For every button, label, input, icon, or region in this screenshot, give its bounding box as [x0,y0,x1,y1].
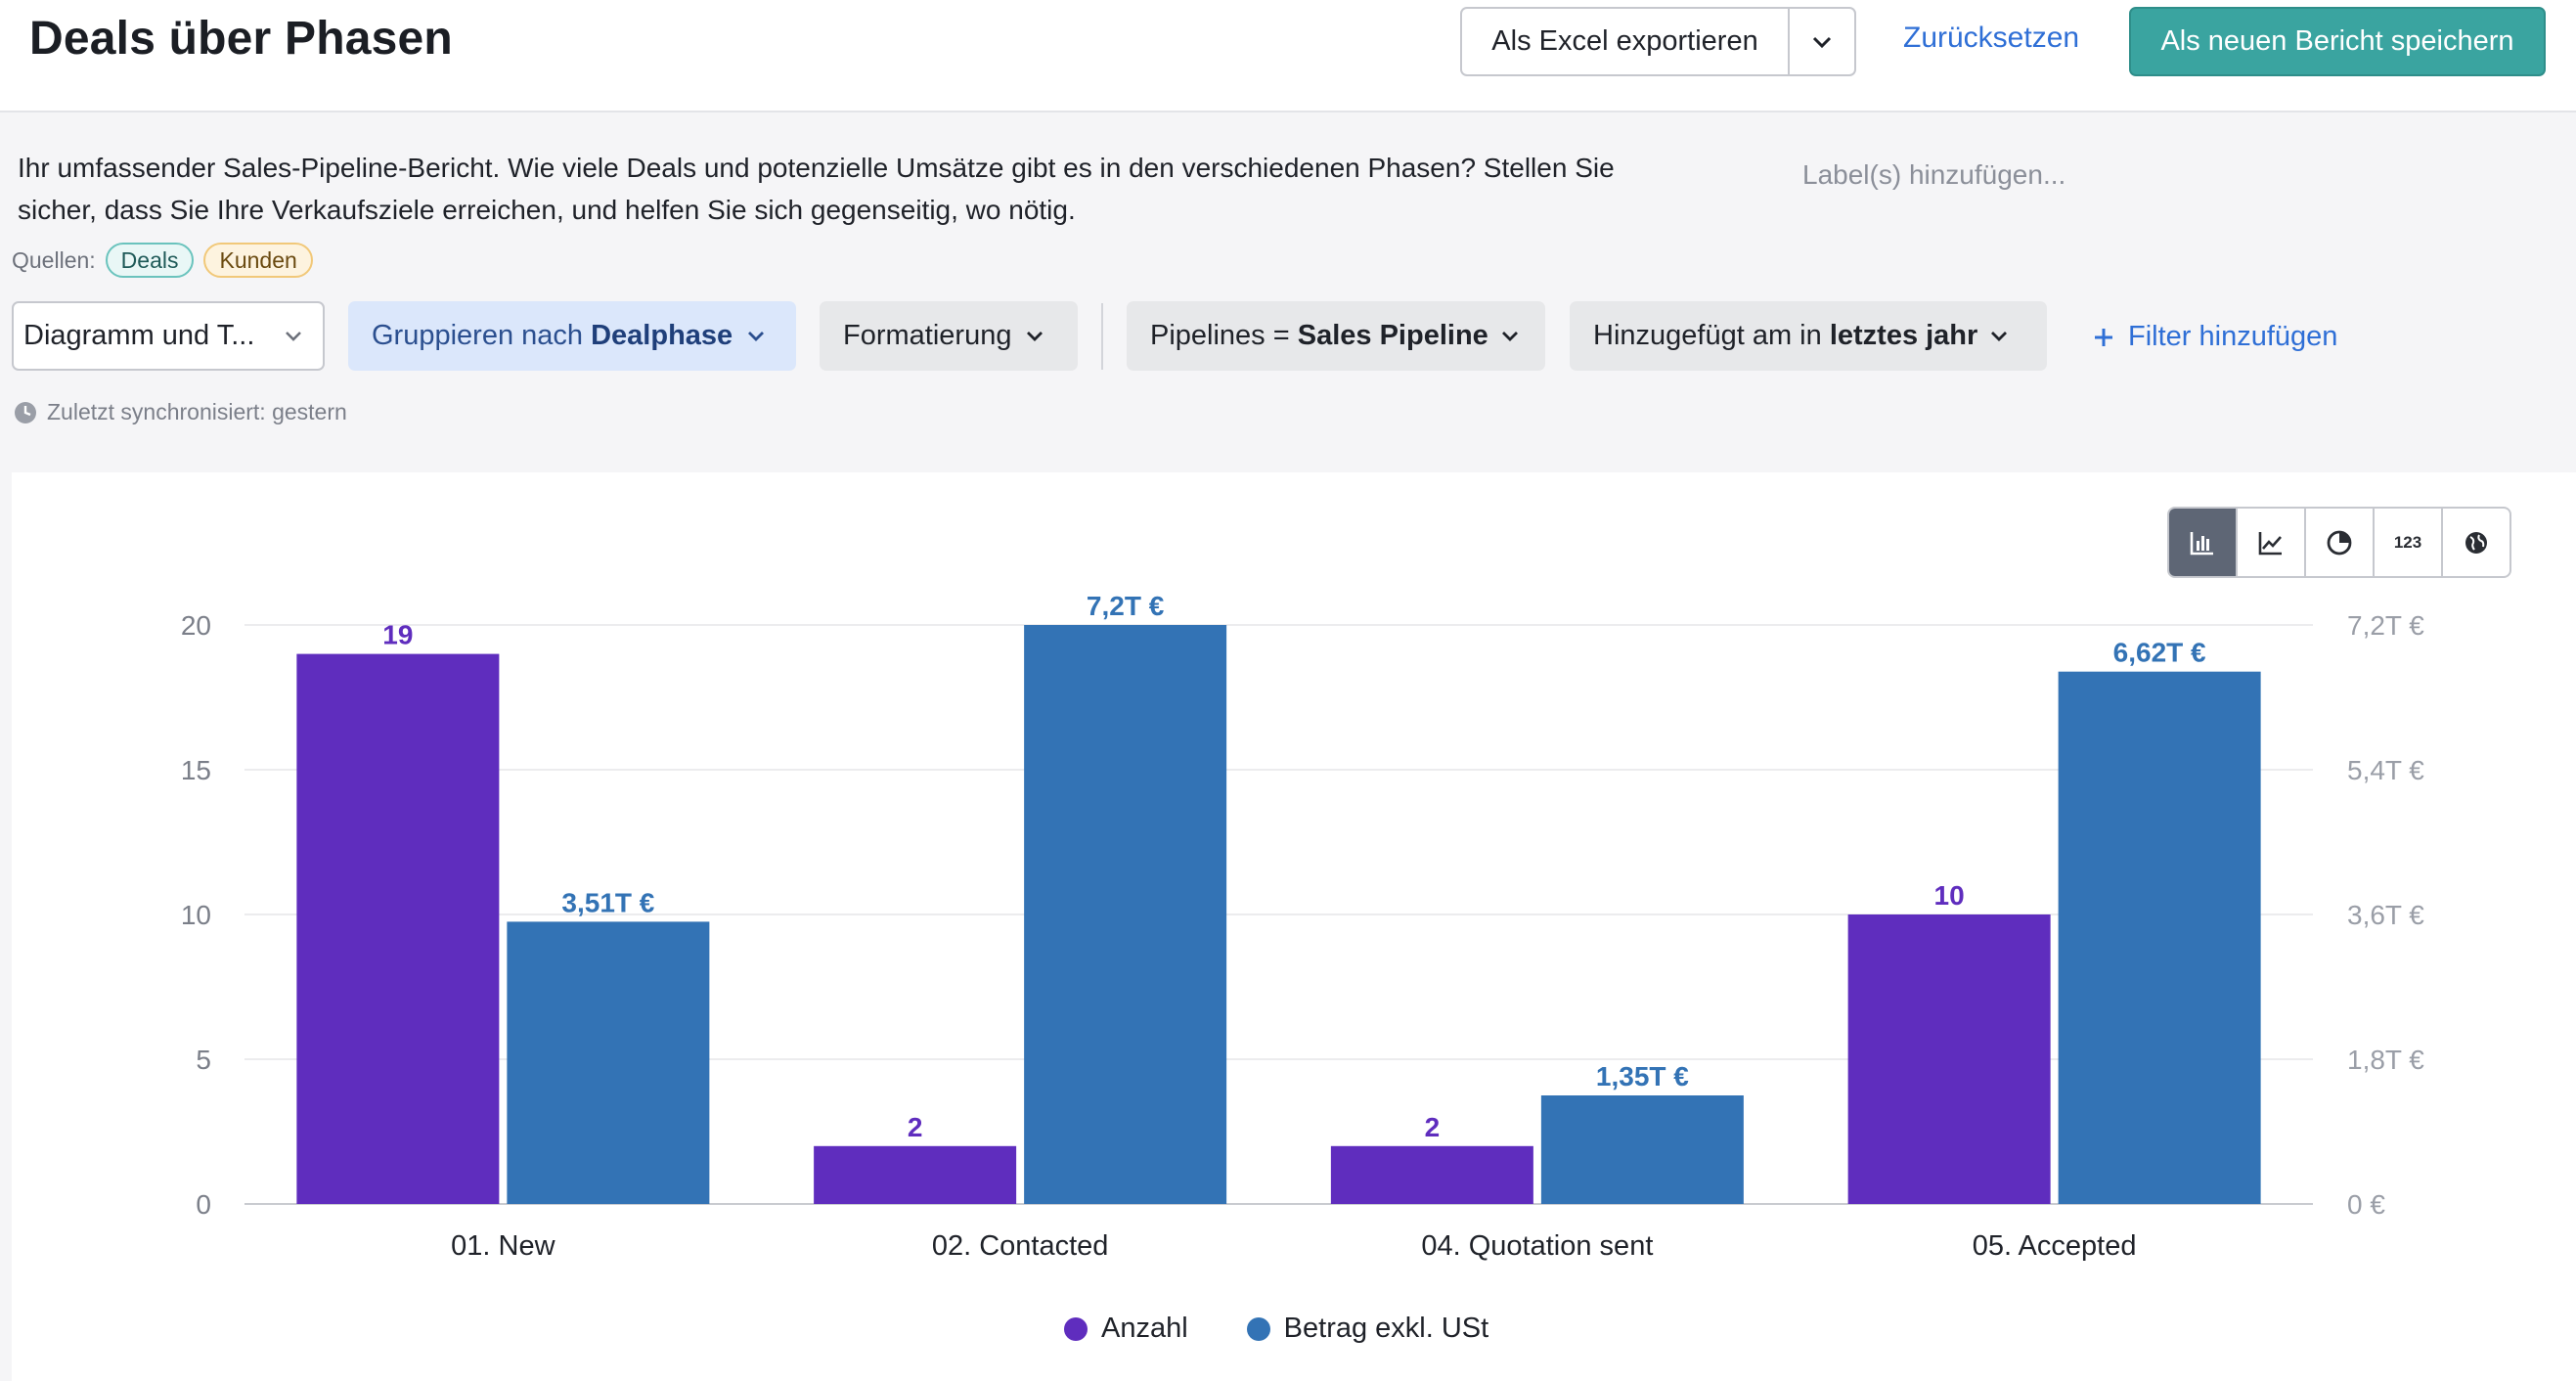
data-label: 2 [908,1112,923,1142]
view-select-value: Diagramm und T... [23,320,255,351]
formatting-button[interactable]: Formatierung [820,301,1078,371]
bar-anzahl [814,1145,1017,1204]
sources-row: Quellen: Deals Kunden [12,243,313,278]
legend-item-anzahl[interactable]: Anzahl [1064,1313,1188,1345]
data-label: 7,2T € [1087,591,1165,621]
data-label: 2 [1425,1112,1441,1142]
data-label: 19 [382,620,413,650]
bar-anzahl [296,653,500,1204]
clock-icon [15,401,36,423]
source-chip-kunden[interactable]: Kunden [203,243,313,278]
map-button[interactable] [2443,509,2509,576]
save-report-button[interactable]: Als neuen Bericht speichern [2129,7,2546,76]
globe-icon [2465,531,2487,554]
chart-legend: Anzahl Betrag exkl. USt [1064,1313,1488,1345]
line-chart-button[interactable] [2238,509,2306,576]
data-label: 10 [1934,880,1965,911]
legend-item-betrag[interactable]: Betrag exkl. USt [1246,1313,1489,1345]
toolbar-divider [1101,303,1103,370]
add-filter-button[interactable]: Filter hinzufügen [2093,321,2337,353]
data-label: 1,35T € [1596,1061,1689,1091]
bar-betrag [1540,1095,1744,1204]
view-select[interactable]: Diagramm und T... [12,301,325,371]
left-axis-tick-label: 10 [181,900,211,930]
chevron-down-icon [1812,36,1832,48]
sync-status: Zuletzt synchronisiert: gestern [14,399,347,425]
left-axis-tick-label: 15 [181,755,211,785]
bar-anzahl [1330,1145,1533,1204]
labels-input[interactable]: Label(s) hinzufügen... [1802,159,2066,190]
sources-label: Quellen: [12,246,96,273]
number-icon: 123 [2393,532,2422,552]
legend-dot [1246,1316,1270,1341]
source-chip-deals[interactable]: Deals [105,243,195,278]
export-button-group: Als Excel exportieren [1460,7,1856,76]
chevron-down-icon [1027,331,1044,341]
data-label: 6,62T € [2113,638,2206,668]
line-chart-icon [2258,531,2282,555]
bar-betrag [507,921,710,1204]
left-axis-tick-label: 20 [181,610,211,641]
plus-icon [2095,328,2112,346]
formatting-label: Formatierung [843,320,1012,351]
x-axis-tick-label: 01. New [451,1230,555,1262]
legend-dot [1064,1316,1088,1341]
x-axis-tick-label: 05. Accepted [1973,1230,2137,1262]
chevron-down-icon [286,331,301,341]
chevron-down-icon [1501,331,1518,341]
number-button[interactable]: 123 [2375,509,2443,576]
pie-chart-button[interactable] [2306,509,2375,576]
sync-text: Zuletzt synchronisiert: gestern [47,399,347,424]
bar-chart-button[interactable] [2169,509,2238,576]
page-header: Deals über Phasen Als Excel exportieren … [0,0,2576,112]
report-description: Ihr umfassender Sales-Pipeline-Bericht. … [18,147,1739,231]
date-filter-label: Hinzugefügt am in letztes jahr [1593,320,1978,351]
chevron-down-icon [748,331,765,341]
right-axis-tick-label: 5,4T € [2347,755,2424,785]
right-axis-tick-label: 1,8T € [2347,1045,2424,1075]
pipeline-filter[interactable]: Pipelines = Sales Pipeline [1127,301,1545,371]
bar-betrag [2058,671,2261,1204]
description-line: sicher, dass Sie Ihre Verkaufsziele erre… [18,195,1076,225]
chart-type-switcher: 123 [2167,507,2511,578]
export-excel-button[interactable]: Als Excel exportieren [1462,9,1790,74]
add-filter-label: Filter hinzufügen [2128,321,2338,352]
x-axis-tick-label: 04. Quotation sent [1421,1230,1653,1262]
bar-anzahl [1847,914,2051,1204]
pie-chart-icon [2327,530,2352,555]
x-axis-tick-label: 02. Contacted [932,1230,1109,1262]
date-filter[interactable]: Hinzugefügt am in letztes jahr [1570,301,2047,371]
left-axis-tick-label: 5 [196,1045,211,1075]
page-title: Deals über Phasen [29,13,453,65]
bar-betrag [1024,625,1227,1204]
right-axis-tick-label: 3,6T € [2347,900,2424,930]
reset-link[interactable]: Zurücksetzen [1903,22,2080,54]
export-dropdown-button[interactable] [1790,9,1854,74]
group-by-label: Gruppieren nach Dealphase [372,320,733,351]
data-label: 3,51T € [561,887,654,917]
legend-label: Betrag exkl. USt [1283,1313,1489,1344]
legend-label: Anzahl [1101,1313,1188,1344]
description-line: Ihr umfassender Sales-Pipeline-Bericht. … [18,153,1615,183]
right-axis-tick-label: 7,2T € [2347,610,2424,641]
right-axis-tick-label: 0 € [2347,1189,2385,1220]
group-by-button[interactable]: Gruppieren nach Dealphase [348,301,796,371]
chevron-down-icon [1991,331,2008,341]
pipeline-filter-label: Pipelines = Sales Pipeline [1150,320,1488,351]
bar-chart-icon [2190,531,2213,555]
left-axis-tick-label: 0 [196,1189,211,1220]
